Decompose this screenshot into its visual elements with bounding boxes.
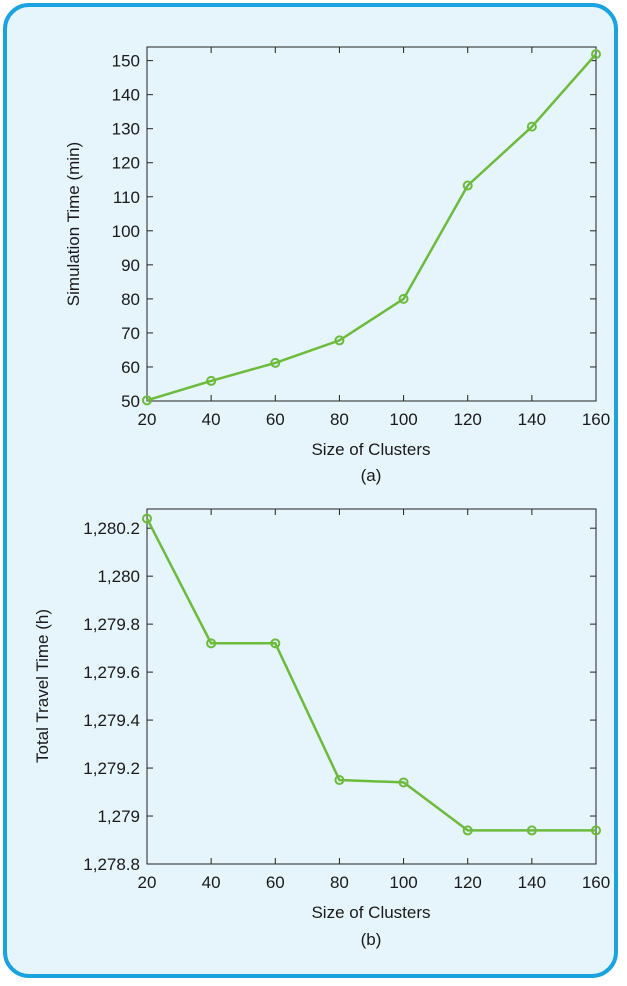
chart-b-data-point [462,825,473,836]
chart-a-y-tick-label: 50 [121,392,140,411]
chart-b-y-tick-label: 1,279.4 [83,711,140,730]
chart-a-y-tick-label: 100 [112,222,140,241]
chart-a-x-tick-label: 60 [266,410,285,429]
chart-a-x-tick-label: 120 [454,410,482,429]
chart-b-x-tick-label: 120 [454,873,482,892]
chart-b-series-line [145,518,596,832]
chart-a-plot-area [146,46,597,402]
chart-a-x-tick-label: 100 [389,410,417,429]
chart-b-data-point [270,638,281,649]
chart-a-data-point [398,293,409,304]
chart-b-y-tick-label: 1,280.2 [83,519,140,538]
chart-a-data-point [334,335,345,346]
chart-a-y-tick-label: 60 [121,358,140,377]
chart-a-data-point [526,121,537,132]
chart-b-data-point [526,825,537,836]
chart-b-y-tick-label: 1,280 [97,567,140,586]
chart-b-x-tick-label: 100 [389,873,417,892]
chart-b-x-tick-label: 140 [518,873,546,892]
chart-b-y-tick-label: 1,279 [97,807,140,826]
chart-b-data-point [398,777,409,788]
chart-b-x-ticks: 20 40 60 80 100 120 140 160 [138,509,610,892]
chart-a-caption: (a) [361,466,382,485]
chart-b-y-axis-label: Total Travel Time (h) [33,609,52,763]
chart-b-y-tick-label: 1,279.8 [83,615,140,634]
chart-a-data-point [270,357,281,368]
chart-a-y-tick-label: 140 [112,86,140,105]
chart-b-plot-area [146,508,597,865]
chart-b-data-point [206,638,217,649]
figure-panel [3,3,618,978]
chart-a-y-tick-label: 70 [121,324,140,343]
chart-b-data-point [142,513,152,524]
chart-b-points [142,513,601,836]
chart-b-x-tick-label: 40 [202,873,221,892]
chart-a-y-tick-label: 130 [112,120,140,139]
chart-b-y-ticks: 1,278.8 1,279 1,279.2 1,279.4 1,279.6 1,279.8… [83,519,596,874]
chart-a-series-line [146,53,597,402]
chart-b-y-tick-label: 1,279.2 [83,759,140,778]
chart-a-data-point [142,395,152,406]
chart-a-points [142,49,601,406]
chart-b-y-tick-label: 1,279.6 [83,663,140,682]
chart-a-x-tick-label: 140 [518,410,546,429]
chart-b-caption: (b) [361,930,382,949]
chart-b-x-tick-label: 20 [138,873,157,892]
chart-a-y-tick-label: 120 [112,154,140,173]
chart-a-x-tick-label: 20 [138,410,157,429]
chart-a-y-tick-label: 110 [113,188,140,207]
chart-a-x-tick-label: 40 [202,410,221,429]
chart-a-data-point [462,180,473,191]
chart-a-y-ticks: 50 60 70 80 90 100 110 120 130 140 150 [112,52,596,411]
chart-a-data-point [206,375,217,386]
chart-b-x-tick-label: 60 [266,873,285,892]
chart-a-y-tick-label: 150 [112,52,140,71]
chart-a-y-tick-label: 90 [121,256,140,275]
chart-a-x-tick-label: 160 [582,410,610,429]
chart-a-y-tick-label: 80 [121,290,140,309]
chart-b-x-axis-label: Size of Clusters [311,903,430,922]
chart-b-data-point [591,825,601,836]
chart-a-x-tick-label: 80 [330,410,349,429]
chart-b-data-point [334,775,345,786]
chart-a-x-ticks: 20 40 60 80 100 120 140 160 [138,47,610,429]
chart-b-y-tick-label: 1,278.8 [83,855,140,874]
chart-a-y-axis-label: Simulation Time (min) [64,142,83,306]
chart-b-x-tick-label: 80 [330,873,349,892]
chart-a-data-point [591,49,601,60]
chart-b-x-tick-label: 160 [582,873,610,892]
chart-a-x-axis-label: Size of Clusters [311,440,430,459]
